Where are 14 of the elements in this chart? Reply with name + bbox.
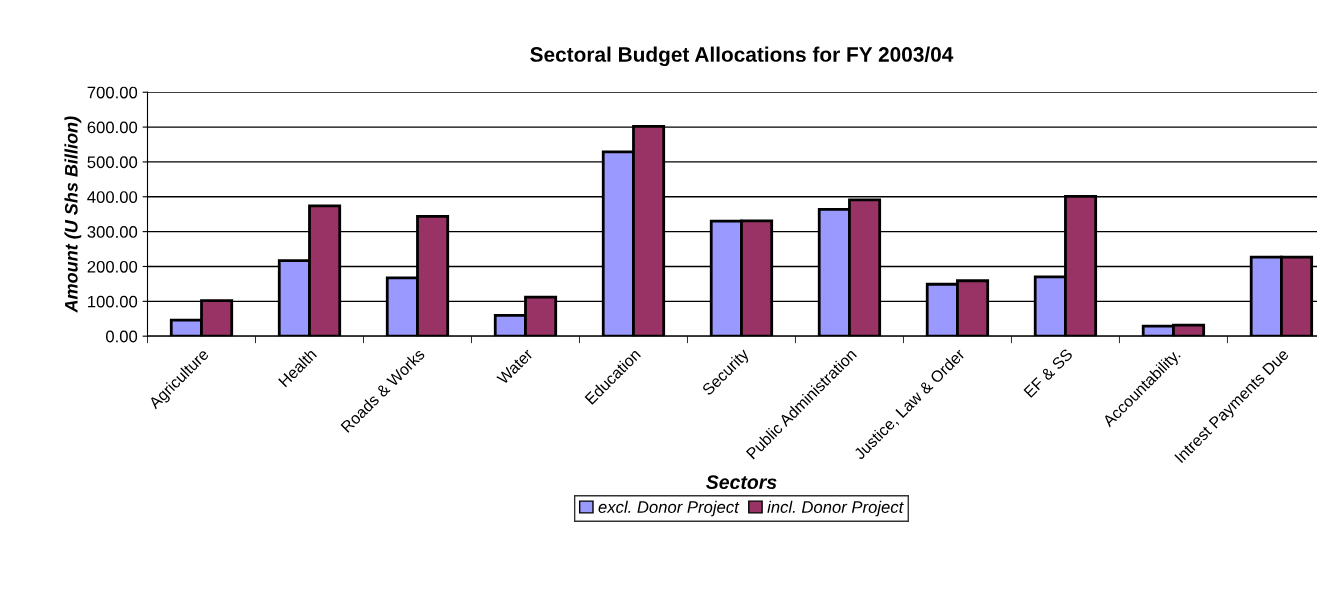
y-tick-label: 200.00: [87, 260, 138, 273]
legend-label: excl. Donor Project: [598, 500, 740, 517]
y-tick-label: 300.00: [87, 226, 138, 238]
y-tick-label: 0.00: [106, 330, 138, 343]
y-tick-label: 500.00: [87, 156, 138, 169]
y-tick-label: 700.00: [87, 86, 138, 99]
legend-label: incl. Donor Project: [767, 500, 904, 517]
y-tick-label: 100.00: [88, 295, 138, 308]
y-tick-label: 600.00: [87, 121, 138, 134]
y-tick-label: 400.00: [87, 191, 138, 203]
x-axis-title: Sectors: [706, 475, 777, 490]
x-tick-label: EF & SS: [1023, 348, 1074, 398]
y-axis-title: Amount (U Shs Billion): [64, 116, 82, 313]
chart-title: Sectoral Budget Allocations for FY 2003/04: [530, 46, 954, 67]
